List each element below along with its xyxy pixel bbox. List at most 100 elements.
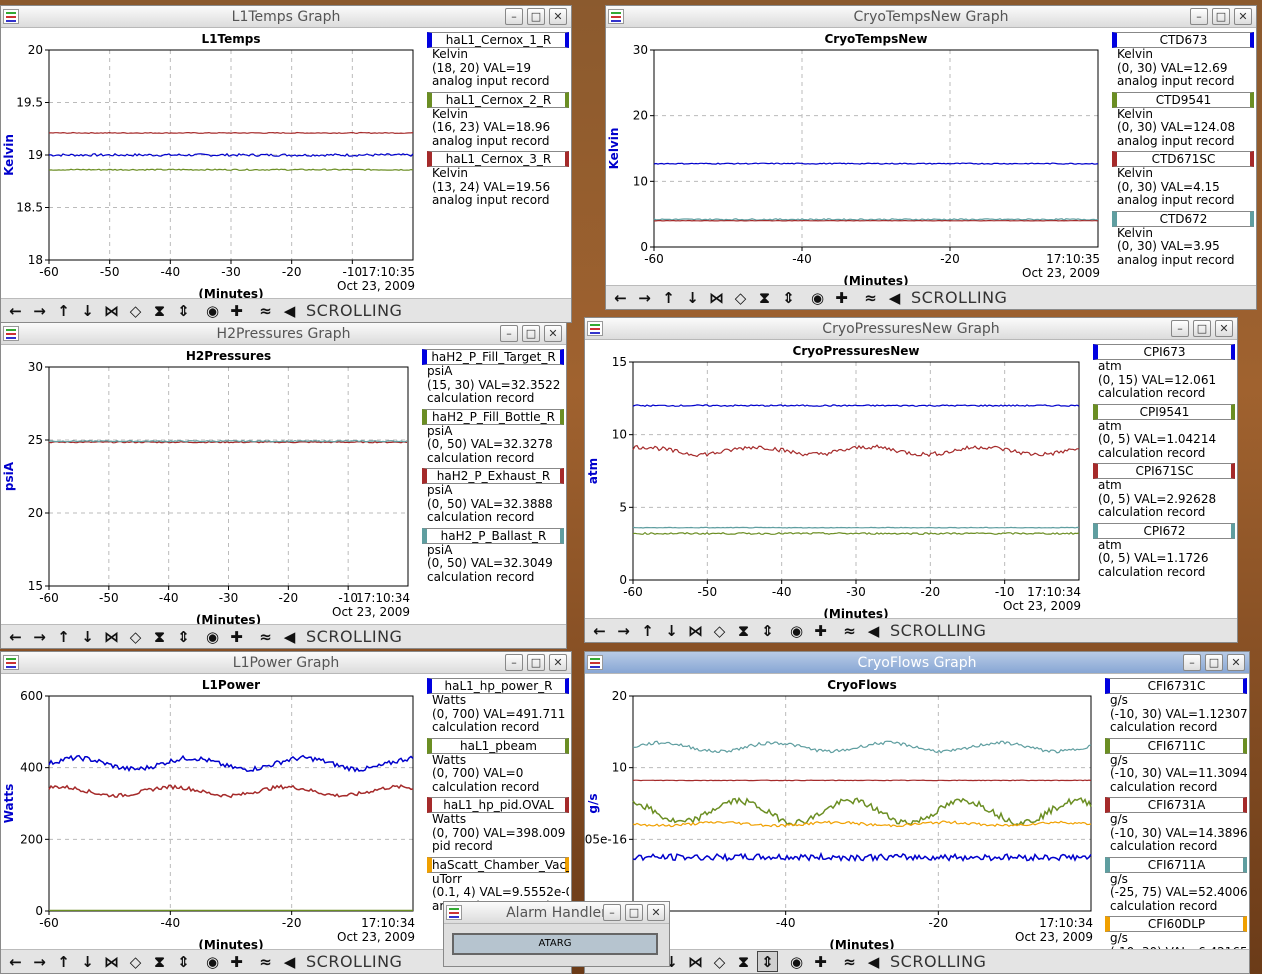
legend-item[interactable]: CFI6711A g/s (-25, 75) VAL=52.4006 calculat… bbox=[1105, 856, 1247, 914]
close-button[interactable]: ✕ bbox=[647, 904, 665, 921]
zoom-x-in-icon[interactable]: ⋈ bbox=[104, 627, 119, 646]
legend-pv-name[interactable]: haH2_P_Ballast_R bbox=[422, 527, 564, 544]
close-button[interactable]: ✕ bbox=[549, 8, 567, 25]
scroll-up-icon[interactable]: ↑ bbox=[57, 627, 70, 646]
zoom-x-out-icon[interactable]: ◇ bbox=[129, 952, 142, 971]
scroll-left-icon[interactable]: ← bbox=[9, 301, 22, 320]
legend-item[interactable]: haH2_P_Exhaust_R psiA (0, 50) VAL=32.3888 c… bbox=[422, 468, 564, 525]
maximize-button[interactable]: □ bbox=[1212, 8, 1230, 25]
window-titlebar[interactable]: L1Power Graph – □ ✕ bbox=[1, 652, 571, 674]
maximize-button[interactable]: □ bbox=[522, 325, 540, 342]
maximize-button[interactable]: □ bbox=[625, 904, 643, 921]
maximize-button[interactable]: □ bbox=[527, 654, 545, 671]
legend-item[interactable]: haL1_Cernox_3_R Kelvin (13, 24) VAL=19.56 a… bbox=[427, 151, 569, 208]
close-button[interactable]: ✕ bbox=[1227, 654, 1245, 671]
zoom-x-in-icon[interactable]: ⋈ bbox=[688, 621, 703, 640]
add-pv-icon[interactable]: ✚ bbox=[230, 627, 243, 646]
legend-item[interactable]: CTD673 Kelvin (0, 30) VAL=12.69 analog inpu… bbox=[1112, 32, 1254, 89]
minimize-button[interactable]: – bbox=[1190, 8, 1208, 25]
zoom-x-in-icon[interactable]: ⋈ bbox=[709, 288, 724, 307]
scroll-left-icon[interactable]: ← bbox=[9, 627, 22, 646]
back-icon[interactable]: ◀ bbox=[867, 621, 880, 640]
scroll-right-icon[interactable]: → bbox=[33, 627, 46, 646]
cryoflows-window[interactable]: CryoFlows Graph–□✕CryoFlows2010-3.552713… bbox=[584, 651, 1250, 974]
legend-pv-name[interactable]: haScatt_Chamber_Vac_R bbox=[427, 856, 569, 873]
legend-item[interactable]: CTD9541 Kelvin (0, 30) VAL=124.08 analog in… bbox=[1112, 91, 1254, 149]
zoom-y-in-icon[interactable]: ⧗ bbox=[759, 288, 770, 307]
scroll-right-icon[interactable]: → bbox=[33, 301, 46, 320]
legend-pv-name[interactable]: haL1_Cernox_1_R bbox=[427, 32, 569, 48]
legend-pv-name[interactable]: CFI6731A bbox=[1105, 797, 1247, 813]
legend-pv-name[interactable]: CPI9541 bbox=[1093, 403, 1235, 420]
legend-item[interactable]: CPI9541 atm (0, 5) VAL=1.04214 calculation … bbox=[1093, 403, 1235, 461]
scroll-up-icon[interactable]: ↑ bbox=[57, 301, 70, 320]
scroll-down-icon[interactable]: ↓ bbox=[686, 288, 699, 307]
scroll-down-icon[interactable]: ↓ bbox=[81, 301, 94, 320]
plot-area[interactable]: CryoTempsNew 30 20 10 0-60 -40 -20 Kelvin 17:10:… bbox=[606, 28, 1256, 285]
close-button[interactable]: ✕ bbox=[1234, 8, 1252, 25]
zoom-y-in-icon[interactable]: ⧗ bbox=[738, 621, 749, 640]
autoscale-icon[interactable]: ◉ bbox=[205, 301, 220, 320]
legend-pv-name[interactable]: CFI60DLP bbox=[1105, 916, 1247, 932]
window-titlebar[interactable]: CryoTempsNew Graph – □ ✕ bbox=[606, 6, 1256, 28]
maximize-button[interactable]: □ bbox=[527, 8, 545, 25]
legend-item[interactable]: haL1_Cernox_2_R Kelvin (16, 23) VAL=18.96 a… bbox=[427, 91, 569, 149]
legend-pv-name[interactable]: haL1_Cernox_2_R bbox=[427, 91, 569, 108]
style-icon[interactable]: ≈ bbox=[864, 288, 877, 307]
scroll-right-icon[interactable]: → bbox=[638, 288, 651, 307]
alarm-titlebar[interactable]: Alarm Handler – □ ✕ bbox=[444, 902, 669, 924]
legend-item[interactable]: CPI671SC atm (0, 5) VAL=2.92628 calculation… bbox=[1093, 463, 1235, 520]
legend-pv-name[interactable]: CTD9541 bbox=[1112, 91, 1254, 108]
atarg-button[interactable]: ATARG bbox=[452, 933, 658, 955]
scroll-up-icon[interactable]: ↑ bbox=[641, 621, 654, 640]
zoom-y-in-icon[interactable]: ⧗ bbox=[738, 952, 749, 971]
minimize-button[interactable]: – bbox=[603, 904, 621, 921]
cryopress-window[interactable]: CryoPressuresNew Graph – □ ✕ CryoPressuresNe… bbox=[584, 317, 1238, 643]
alarm-handler-window[interactable]: Alarm Handler – □ ✕ ATARG bbox=[443, 901, 670, 967]
plot-area[interactable]: H2Pressures 30 25 20 15-60 -50 -40 -30 -20 -10 psi… bbox=[1, 345, 566, 624]
style-icon[interactable]: ≈ bbox=[259, 952, 272, 971]
l1temps-window[interactable]: L1Temps Graph – □ ✕ L1Temps 20 19.5 19 18.5 18 -60… bbox=[0, 5, 572, 323]
legend-pv-name[interactable]: CFI6731C bbox=[1105, 678, 1247, 694]
back-icon[interactable]: ◀ bbox=[283, 952, 296, 971]
legend-item[interactable]: haL1_hp_pid.OVAL Watts (0, 700) VAL=398.00… bbox=[427, 797, 569, 854]
legend-pv-name[interactable]: CPI671SC bbox=[1093, 463, 1235, 479]
autoscale-icon[interactable]: ◉ bbox=[205, 952, 220, 971]
style-icon[interactable]: ≈ bbox=[843, 621, 856, 640]
legend-item[interactable]: CFI6731C g/s (-10, 30) VAL=1.12307 calculat… bbox=[1105, 678, 1247, 735]
add-pv-icon[interactable]: ✚ bbox=[814, 621, 827, 640]
style-icon[interactable]: ≈ bbox=[259, 301, 272, 320]
maximize-button[interactable]: □ bbox=[1205, 654, 1223, 671]
maximize-button[interactable]: □ bbox=[1193, 320, 1211, 337]
autoscale-icon[interactable]: ◉ bbox=[205, 627, 220, 646]
back-icon[interactable]: ◀ bbox=[867, 952, 880, 971]
add-pv-icon[interactable]: ✚ bbox=[230, 301, 243, 320]
plot-area[interactable]: CryoFlows2010-3.5527136788005e-16-10-40-… bbox=[585, 674, 1249, 949]
zoom-y-out-icon[interactable]: ⇕ bbox=[782, 288, 795, 307]
zoom-y-in-icon[interactable]: ⧗ bbox=[154, 627, 165, 646]
zoom-x-in-icon[interactable]: ⋈ bbox=[104, 301, 119, 320]
minimize-button[interactable]: – bbox=[505, 654, 523, 671]
scroll-up-icon[interactable]: ↑ bbox=[662, 288, 675, 307]
style-icon[interactable]: ≈ bbox=[843, 952, 856, 971]
window-titlebar[interactable]: H2Pressures Graph – □ ✕ bbox=[1, 323, 566, 345]
zoom-y-out-icon[interactable]: ⇕ bbox=[177, 301, 190, 320]
plot-area[interactable]: L1Power 600 400 200 0-60 -40 -20 Watts 17:10:34O… bbox=[1, 674, 571, 949]
back-icon[interactable]: ◀ bbox=[888, 288, 901, 307]
legend-pv-name[interactable]: haL1_pbeam bbox=[427, 737, 569, 754]
legend-item[interactable]: haH2_P_Fill_Bottle_R psiA (0, 50) VAL=32.3… bbox=[422, 408, 564, 466]
h2press-window[interactable]: H2Pressures Graph – □ ✕ H2Pressures 30 25 20 15-… bbox=[0, 322, 567, 649]
add-pv-icon[interactable]: ✚ bbox=[814, 952, 827, 971]
zoom-x-out-icon[interactable]: ◇ bbox=[129, 301, 142, 320]
zoom-x-out-icon[interactable]: ◇ bbox=[129, 627, 142, 646]
scroll-right-icon[interactable]: → bbox=[617, 621, 630, 640]
legend-item[interactable]: CPI673 atm (0, 15) VAL=12.061 calculation r… bbox=[1093, 344, 1235, 401]
legend-item[interactable]: CFI6731A g/s (-10, 30) VAL=14.3896 calculat… bbox=[1105, 797, 1247, 854]
window-titlebar[interactable]: CryoPressuresNew Graph – □ ✕ bbox=[585, 318, 1237, 340]
close-button[interactable]: ✕ bbox=[1215, 320, 1233, 337]
scroll-up-icon[interactable]: ↑ bbox=[57, 952, 70, 971]
legend-item[interactable]: CPI672 atm (0, 5) VAL=1.1726 calculation re… bbox=[1093, 522, 1235, 580]
cryotemps-window[interactable]: CryoTempsNew Graph – □ ✕ CryoTempsNew 30 20 10 0… bbox=[605, 5, 1257, 310]
scroll-down-icon[interactable]: ↓ bbox=[81, 627, 94, 646]
legend-item[interactable]: haL1_hp_power_R Watts (0, 700) VAL=491.711… bbox=[427, 678, 569, 735]
